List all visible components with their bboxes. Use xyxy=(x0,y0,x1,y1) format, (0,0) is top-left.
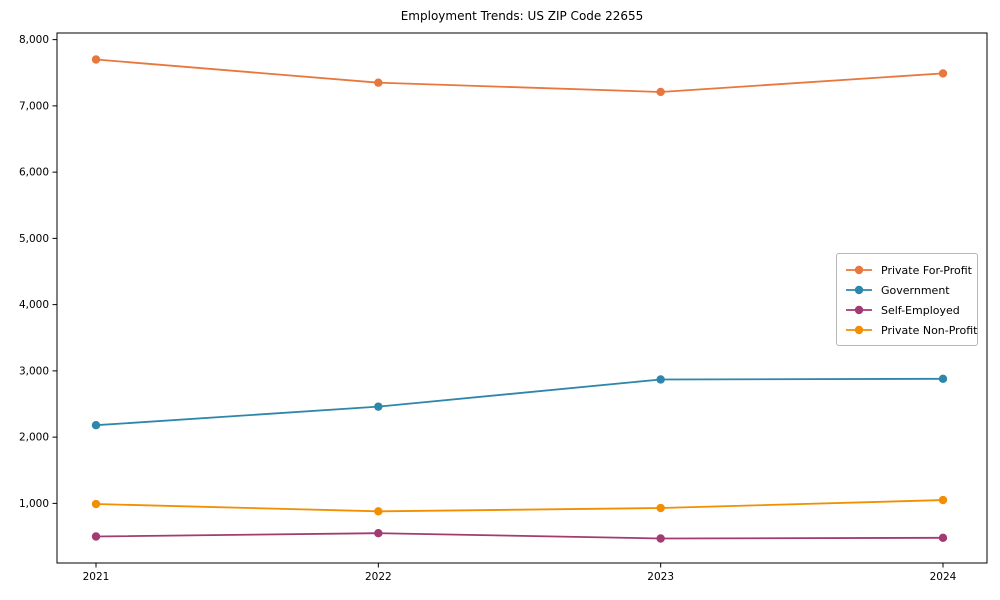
x-tick-label: 2024 xyxy=(930,571,957,583)
legend-entry: Private For-Profit xyxy=(845,260,972,280)
y-tick-label: 7,000 xyxy=(19,100,49,112)
chart-legend: Private For-Profit Government Self-Employe… xyxy=(836,253,978,346)
chart-title: Employment Trends: US ZIP Code 22655 xyxy=(400,9,644,23)
y-tick-label: 2,000 xyxy=(19,432,49,444)
data-point-marker xyxy=(656,375,665,384)
data-point-marker xyxy=(656,534,665,543)
y-tick-label: 1,000 xyxy=(19,498,49,510)
data-point-marker xyxy=(938,69,948,78)
legend-entry: Private Non-Profit xyxy=(845,320,977,340)
legend-entry: Self-Employed xyxy=(845,300,969,320)
series-line xyxy=(95,499,944,513)
data-point-marker xyxy=(91,55,101,64)
legend-line-marker-icon xyxy=(846,305,872,315)
data-point-marker xyxy=(656,503,665,513)
data-point-marker xyxy=(938,374,948,384)
data-point-marker xyxy=(938,495,948,505)
data-point-marker xyxy=(374,402,383,411)
x-tick-label: 2022 xyxy=(365,571,392,583)
legend-line-marker-icon xyxy=(846,325,872,335)
series-line xyxy=(95,58,944,93)
data-point-marker xyxy=(91,499,101,509)
y-tick-label: 4,000 xyxy=(19,299,49,311)
x-tick-label: 2023 xyxy=(647,571,674,583)
y-tick-label: 5,000 xyxy=(19,233,49,245)
legend-label: Self-Employed xyxy=(881,303,960,317)
y-tick-label: 6,000 xyxy=(19,167,49,179)
legend-label: Private Non-Profit xyxy=(881,323,978,337)
data-point-marker xyxy=(91,421,101,430)
data-point-marker xyxy=(374,507,383,516)
data-point-marker xyxy=(938,533,948,543)
legend-entry: Government xyxy=(845,280,969,300)
data-point-marker xyxy=(374,78,383,87)
data-point-marker xyxy=(374,528,383,538)
legend-line-marker-icon xyxy=(846,265,872,275)
y-tick-label: 3,000 xyxy=(19,365,49,377)
x-tick-label: 2021 xyxy=(83,571,110,583)
legend-label: Government xyxy=(881,283,950,297)
series-line xyxy=(95,532,944,540)
data-point-marker xyxy=(656,87,665,97)
y-tick-label: 8,000 xyxy=(19,34,49,46)
series-line xyxy=(95,377,944,427)
legend-line-marker-icon xyxy=(846,285,872,295)
plot-border xyxy=(56,32,988,564)
legend-label: Private For-Profit xyxy=(881,263,972,277)
data-point-marker xyxy=(91,532,101,541)
